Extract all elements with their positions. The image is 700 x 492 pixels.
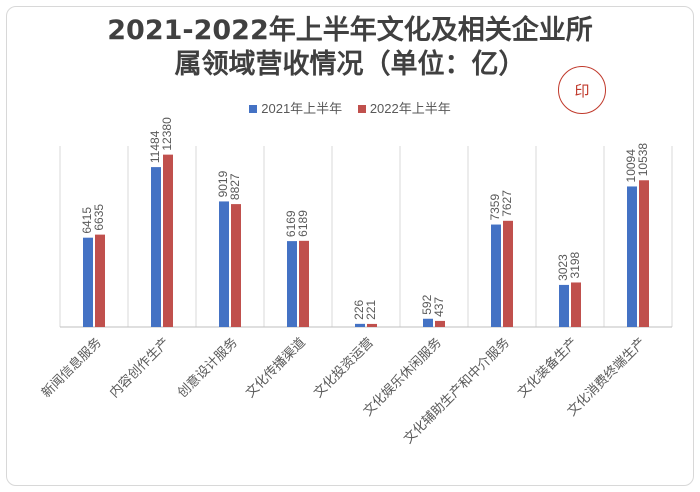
bar-2021-4 xyxy=(355,323,365,327)
category-label-1: 内容创作生产 xyxy=(106,335,172,401)
bar-2021-8 xyxy=(627,186,637,327)
legend-item-2022: 2022年上半年 xyxy=(357,98,451,117)
legend-swatch-2022 xyxy=(357,105,366,113)
bar-2022-2 xyxy=(231,204,241,327)
legend-item-2021: 2021年上半年 xyxy=(249,98,342,117)
chart-title-line2: 属领域营收情况（单位：亿） xyxy=(174,49,526,80)
data-label-2021-6: 7359 xyxy=(488,194,502,221)
category-label-7: 文化装备生产 xyxy=(514,335,580,401)
data-label-2021-4: 226 xyxy=(352,300,366,320)
bar-2022-1 xyxy=(163,154,173,327)
data-label-2021-8: 10094 xyxy=(624,149,638,183)
bar-2022-7 xyxy=(571,282,581,327)
bar-2021-5 xyxy=(423,318,433,327)
data-label-2022-8: 10538 xyxy=(636,143,650,177)
chart-title: 2021-2022年上半年文化及相关企业所 属领域营收情况（单位：亿） xyxy=(0,14,700,82)
data-label-2021-7: 3023 xyxy=(556,254,570,281)
bar-2021-2 xyxy=(219,201,229,327)
data-label-2022-2: 8827 xyxy=(228,173,242,200)
legend-label-2021: 2021年上半年 xyxy=(261,101,343,116)
data-label-2021-3: 6169 xyxy=(284,210,298,237)
data-label-2021-0: 6415 xyxy=(80,207,94,234)
category-label-2: 创意设计服务 xyxy=(174,335,240,401)
category-label-0: 新闻信息服务 xyxy=(38,335,104,401)
chart-title-line1: 2021-2022年上半年文化及相关企业所 xyxy=(107,15,593,46)
data-label-2022-1: 12380 xyxy=(160,117,174,151)
bar-2021-3 xyxy=(287,241,297,327)
seal-stamp-logo: 印 xyxy=(558,66,606,114)
data-label-2022-3: 6189 xyxy=(296,210,310,237)
bar-2021-1 xyxy=(151,167,161,327)
bar-2022-3 xyxy=(299,240,309,327)
bar-2022-0 xyxy=(95,234,105,327)
data-label-2022-0: 6635 xyxy=(92,204,106,231)
bar-2022-8 xyxy=(639,180,649,327)
legend-label-2022: 2022年上半年 xyxy=(369,101,451,116)
chart-legend: 2021年上半年 2022年上半年 xyxy=(0,98,700,117)
category-label-3: 文化传播渠道 xyxy=(242,335,308,401)
data-label-2022-4: 221 xyxy=(364,300,378,320)
data-label-2022-7: 3198 xyxy=(568,251,582,278)
data-label-2021-2: 9019 xyxy=(216,170,230,197)
data-label-2021-1: 11484 xyxy=(148,130,162,163)
legend-swatch-2021 xyxy=(249,105,258,113)
bar-2021-0 xyxy=(83,237,93,327)
category-label-4: 文化投资运营 xyxy=(310,335,376,401)
data-label-2022-6: 7627 xyxy=(500,190,514,217)
data-label-2021-5: 592 xyxy=(420,294,434,314)
bar-2022-4 xyxy=(367,323,377,327)
bar-2022-6 xyxy=(503,220,513,327)
bar-2021-6 xyxy=(491,224,501,327)
data-label-2022-5: 437 xyxy=(432,297,446,317)
bar-2022-5 xyxy=(435,320,445,327)
bar-2021-7 xyxy=(559,284,569,327)
